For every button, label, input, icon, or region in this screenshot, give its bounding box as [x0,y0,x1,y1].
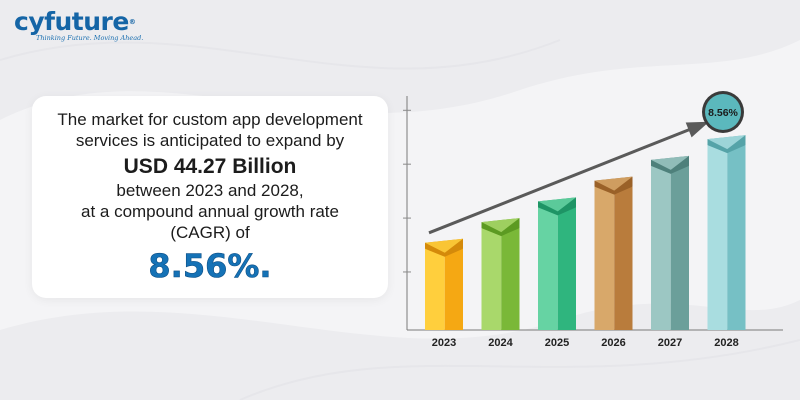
badge-circle [705,94,741,130]
headline-line-4: at a compound annual growth rate [80,202,339,221]
bar-face-right [614,186,633,330]
cagr-value: 8.56%. [148,247,272,286]
trend-arrow-line [428,122,705,235]
x-tick-label: 2023 [432,337,456,349]
bar-top-highlight [594,176,633,191]
market-amount: USD 44.27 Billion [123,155,297,178]
x-tick-label: 2028 [714,337,738,349]
bar-face-left [707,145,728,330]
market-info-card: The market for custom app development se… [32,96,388,298]
bar-top-highlight [538,197,576,212]
brand-wordmark: cyfuture® [14,7,136,36]
bar-face-right [670,165,689,330]
x-tick-label: 2025 [545,337,569,349]
x-tick-label: 2024 [488,337,513,349]
headline-line-3: between 2023 and 2028, [116,181,304,200]
bar-top-highlight [481,218,520,233]
bar-face-right [444,248,463,330]
bar-2026 [594,176,633,330]
bar-face-right [557,207,576,330]
trend-arrow-head [685,121,710,138]
bar-2027 [651,155,689,330]
x-tick-label: 2027 [658,337,682,349]
bar-top-highlight [425,238,463,253]
bar-2024 [481,218,520,330]
bar-2023 [425,238,463,330]
headline-line-2: services is anticipated to expand by [75,131,345,150]
bar-face-left [481,228,502,330]
bar-2028 [707,135,746,330]
x-tick-label: 2026 [601,337,625,349]
trend-badge-label: 8.56% [708,107,738,119]
growth-bar-chart: 2023 2024 2025 2026 2027 2028 8.56% [403,91,783,349]
headline-line-5: (CAGR) of [170,223,250,242]
brand-logo[interactable]: cyfuture® Thinking Future. Moving Ahead. [14,7,144,48]
bar-2025 [538,197,576,330]
headline-line-1: The market for custom app development [57,110,363,129]
brand-tagline: Thinking Future. Moving Ahead. [36,34,144,42]
bar-face-left [651,165,671,330]
bar-top-highlight [707,135,746,150]
bar-face-left [425,248,445,330]
bar-top-highlight [651,155,689,170]
bar-face-right [727,145,746,330]
bar-face-left [594,186,615,330]
bar-face-left [538,207,558,330]
bar-face-right [501,228,520,330]
